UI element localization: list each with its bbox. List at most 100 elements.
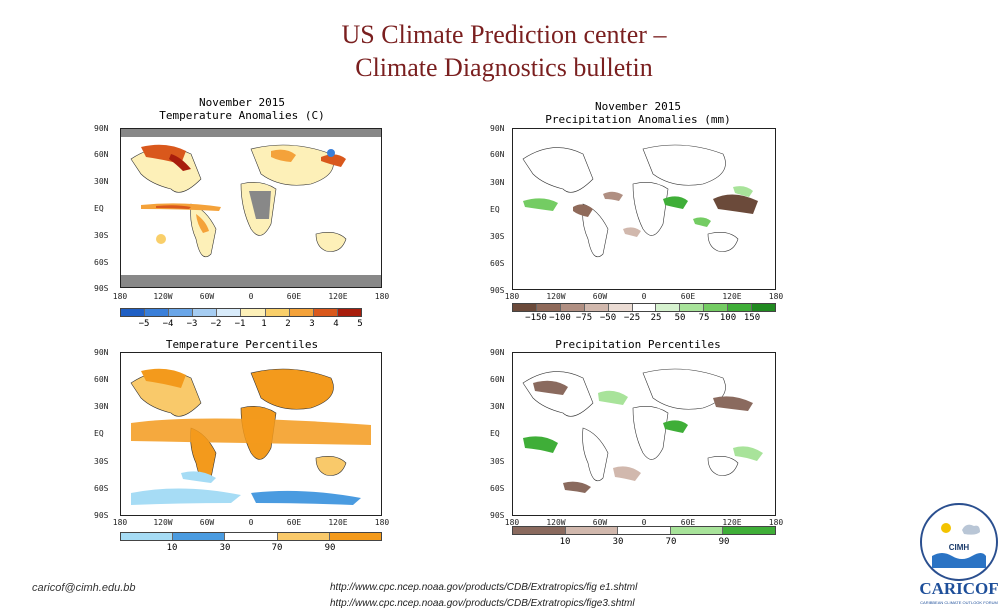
colorbar-label: −4 — [162, 319, 174, 329]
lon-label: 120W — [546, 518, 566, 527]
colorbar-swatch — [656, 304, 681, 311]
lon-label: 60E — [286, 292, 302, 301]
panel-title-line-1: November 2015 — [198, 96, 286, 109]
logo-name-text: CARICOF — [919, 579, 998, 598]
source-link-2[interactable]: http://www.cpc.ncep.noaa.gov/products/CD… — [330, 598, 635, 609]
colorbar-label: −1 — [234, 319, 246, 329]
colorbar-swatch — [193, 309, 218, 316]
panel-title: November 2015 Temperature Anomalies (C) — [92, 96, 392, 122]
lat-label: 30S — [94, 231, 109, 240]
colorbar-label: 3 — [309, 319, 315, 329]
lon-label: 60W — [199, 292, 215, 301]
lon-label: 60W — [592, 518, 608, 527]
colorbar-label: 25 — [650, 313, 662, 323]
lon-label: 180 — [768, 292, 784, 301]
colorbar-label: 5 — [357, 319, 363, 329]
precipitation-percentile-colorbar — [512, 526, 776, 535]
lat-label: 30N — [94, 177, 109, 186]
colorbar-label: 10 — [166, 543, 178, 553]
colorbar-label: 30 — [219, 543, 231, 553]
temperature-anomalies-panel: November 2015 Temperature Anomalies (C) … — [92, 94, 392, 330]
lon-label: 0 — [248, 518, 254, 527]
lat-label: 90N — [490, 348, 505, 357]
colorbar-swatch — [121, 309, 146, 316]
lon-label: 180 — [374, 292, 390, 301]
source-link-1[interactable]: http://www.cpc.ncep.noaa.gov/products/CD… — [330, 582, 638, 593]
colorbar-label: −100 — [549, 313, 571, 323]
lat-label: 60S — [490, 484, 505, 493]
lat-label: 30S — [490, 232, 505, 241]
colorbar-label: 2 — [285, 319, 291, 329]
lat-label: 90S — [94, 511, 109, 520]
colorbar-swatch — [329, 533, 382, 540]
lat-label: 60S — [94, 258, 109, 267]
lon-label: 0 — [641, 292, 647, 301]
lon-label: 0 — [248, 292, 254, 301]
panel-title: November 2015 Precipitation Anomalies (m… — [488, 100, 788, 126]
colorbar-swatch — [169, 309, 194, 316]
lon-label: 120E — [328, 292, 348, 301]
temperature-percentile-map — [120, 352, 382, 516]
logo-org-text: CIMH — [949, 543, 970, 552]
lon-label: 60E — [286, 518, 302, 527]
contact-email[interactable]: caricof@cimh.edu.bb — [32, 582, 136, 594]
lat-label: 60N — [490, 150, 505, 159]
colorbar-label: 4 — [333, 319, 339, 329]
precipitation-percentile-map — [512, 352, 776, 516]
lat-label: 90S — [490, 286, 505, 295]
logo-tagline-text: CARIBBEAN CLIMATE OUTLOOK FORUM — [920, 600, 998, 605]
slide-title: US Climate Prediction center – Climate D… — [0, 18, 1008, 84]
colorbar-swatch — [608, 304, 633, 311]
panel-title: Precipitation Percentiles — [555, 338, 721, 351]
colorbar-swatch — [289, 309, 314, 316]
lat-label: 30S — [490, 457, 505, 466]
source-links: http://www.cpc.ncep.noaa.gov/products/CD… — [330, 580, 637, 612]
colorbar-swatch — [704, 304, 729, 311]
colorbar-label: 30 — [612, 537, 624, 547]
lat-label: 60N — [94, 375, 109, 384]
precipitation-anomaly-colorbar — [512, 303, 776, 312]
lon-label: 120W — [153, 518, 173, 527]
colorbar-swatch — [752, 304, 775, 311]
colorbar-label: 150 — [743, 313, 761, 323]
temperature-anomaly-colorbar — [120, 308, 362, 317]
colorbar-label: 50 — [674, 313, 686, 323]
temperature-anomaly-map — [120, 128, 382, 288]
title-line-2: Climate Diagnostics bulletin — [355, 53, 653, 82]
colorbar-swatch — [560, 304, 585, 311]
lon-label: 120E — [722, 518, 742, 527]
colorbar-label: −5 — [138, 319, 150, 329]
logo-graphic: CIMH CARICOF CARIBBEAN CLIMATE OUTLOOK F… — [919, 503, 999, 605]
colorbar-label: 90 — [324, 543, 336, 553]
lon-label: 120E — [722, 292, 742, 301]
lat-label: 90S — [490, 511, 505, 520]
colorbar-swatch — [618, 527, 671, 534]
colorbar-label: −150 — [525, 313, 547, 323]
colorbar-swatch — [313, 309, 338, 316]
colorbar-label: 70 — [271, 543, 283, 553]
lat-label: 90N — [490, 124, 505, 133]
colorbar-swatch — [265, 309, 290, 316]
lon-label: 180 — [112, 518, 128, 527]
lon-label: 60E — [680, 518, 696, 527]
colorbar-swatch — [723, 527, 775, 534]
lat-label: 60S — [490, 259, 505, 268]
colorbar-swatch — [145, 309, 170, 316]
lon-label: 60W — [592, 292, 608, 301]
colorbar-swatch — [728, 304, 753, 311]
lat-label: 30N — [490, 178, 505, 187]
lat-label: EQ — [94, 204, 104, 213]
colorbar-label: −75 — [575, 313, 593, 323]
colorbar-swatch — [173, 533, 226, 540]
colorbar-label: 75 — [698, 313, 710, 323]
lat-label: 30N — [490, 402, 505, 411]
temperature-percentiles-panel: Temperature Percentiles 90N 60N 30N EQ 3… — [92, 336, 392, 558]
colorbar-swatch — [225, 533, 278, 540]
lon-label: 180 — [112, 292, 128, 301]
caricof-logo: CIMH CARICOF CARIBBEAN CLIMATE OUTLOOK F… — [916, 498, 1002, 608]
lat-label: 90S — [94, 284, 109, 293]
panel-title-line-1: November 2015 — [594, 100, 682, 113]
colorbar-swatch — [513, 527, 566, 534]
precipitation-percentiles-panel: Precipitation Percentiles 90N 60N 30N EQ… — [488, 336, 788, 558]
precipitation-anomalies-panel: November 2015 Precipitation Anomalies (m… — [488, 98, 788, 330]
